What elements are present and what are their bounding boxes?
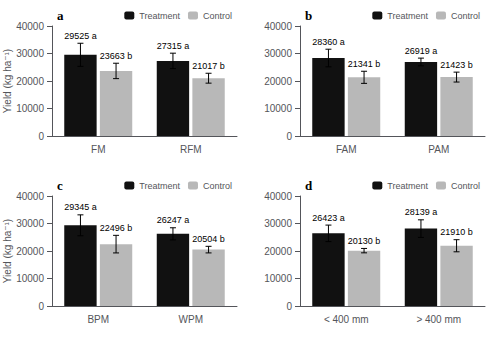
- svg-text:21423 b: 21423 b: [440, 60, 473, 70]
- svg-text:26919 a: 26919 a: [405, 46, 438, 56]
- svg-text:b: b: [305, 8, 312, 23]
- svg-text:40000: 40000: [16, 191, 44, 202]
- svg-text:10000: 10000: [264, 103, 292, 114]
- svg-text:21341 b: 21341 b: [348, 59, 381, 69]
- svg-text:10000: 10000: [16, 273, 44, 284]
- svg-text:> 400 mm: > 400 mm: [416, 314, 461, 325]
- svg-text:20000: 20000: [264, 246, 292, 257]
- svg-text:20000: 20000: [16, 246, 44, 257]
- svg-text:Yield (kg ha⁻¹): Yield (kg ha⁻¹): [2, 49, 13, 113]
- svg-text:Treatment: Treatment: [139, 11, 180, 21]
- svg-text:FM: FM: [91, 144, 105, 155]
- svg-text:RFM: RFM: [180, 144, 202, 155]
- svg-text:30000: 30000: [16, 218, 44, 229]
- svg-text:PAM: PAM: [428, 144, 449, 155]
- svg-text:a: a: [57, 8, 64, 23]
- svg-text:20504 b: 20504 b: [192, 234, 225, 244]
- svg-text:40000: 40000: [264, 191, 292, 202]
- svg-text:28139 a: 28139 a: [405, 207, 438, 217]
- svg-text:23663 b: 23663 b: [100, 51, 133, 61]
- svg-text:27315 a: 27315 a: [157, 41, 190, 51]
- svg-text:Control: Control: [451, 11, 480, 21]
- svg-text:10000: 10000: [16, 103, 44, 114]
- svg-text:28360 a: 28360 a: [312, 37, 345, 47]
- svg-text:WPM: WPM: [179, 314, 203, 325]
- svg-text:Control: Control: [451, 181, 480, 191]
- svg-text:26247 a: 26247 a: [157, 215, 190, 225]
- svg-text:29525 a: 29525 a: [64, 31, 97, 41]
- svg-text:BPM: BPM: [87, 314, 109, 325]
- svg-text:Control: Control: [203, 11, 232, 21]
- svg-text:10000: 10000: [264, 273, 292, 284]
- svg-text:0: 0: [38, 131, 44, 142]
- svg-text:22496 b: 22496 b: [100, 223, 133, 233]
- svg-text:30000: 30000: [264, 48, 292, 59]
- svg-text:26423 a: 26423 a: [312, 213, 345, 223]
- svg-text:21017 b: 21017 b: [192, 61, 225, 71]
- svg-text:20130 b: 20130 b: [348, 236, 381, 246]
- svg-text:Treatment: Treatment: [387, 181, 428, 191]
- svg-text:Control: Control: [203, 181, 232, 191]
- svg-text:29345 a: 29345 a: [64, 202, 97, 212]
- svg-text:40000: 40000: [264, 21, 292, 32]
- svg-text:Yield (kg ha⁻¹): Yield (kg ha⁻¹): [2, 219, 13, 283]
- svg-text:c: c: [57, 178, 63, 193]
- svg-text:0: 0: [286, 301, 292, 312]
- svg-text:30000: 30000: [16, 48, 44, 59]
- svg-text:Treatment: Treatment: [387, 11, 428, 21]
- svg-text:d: d: [305, 178, 313, 193]
- svg-text:20000: 20000: [16, 76, 44, 87]
- svg-text:40000: 40000: [16, 21, 44, 32]
- svg-text:0: 0: [38, 301, 44, 312]
- svg-text:20000: 20000: [264, 76, 292, 87]
- svg-text:FAM: FAM: [336, 144, 357, 155]
- svg-text:21910 b: 21910 b: [440, 227, 473, 237]
- svg-text:Treatment: Treatment: [139, 181, 180, 191]
- svg-text:< 400 mm: < 400 mm: [324, 314, 369, 325]
- svg-text:30000: 30000: [264, 218, 292, 229]
- svg-text:0: 0: [286, 131, 292, 142]
